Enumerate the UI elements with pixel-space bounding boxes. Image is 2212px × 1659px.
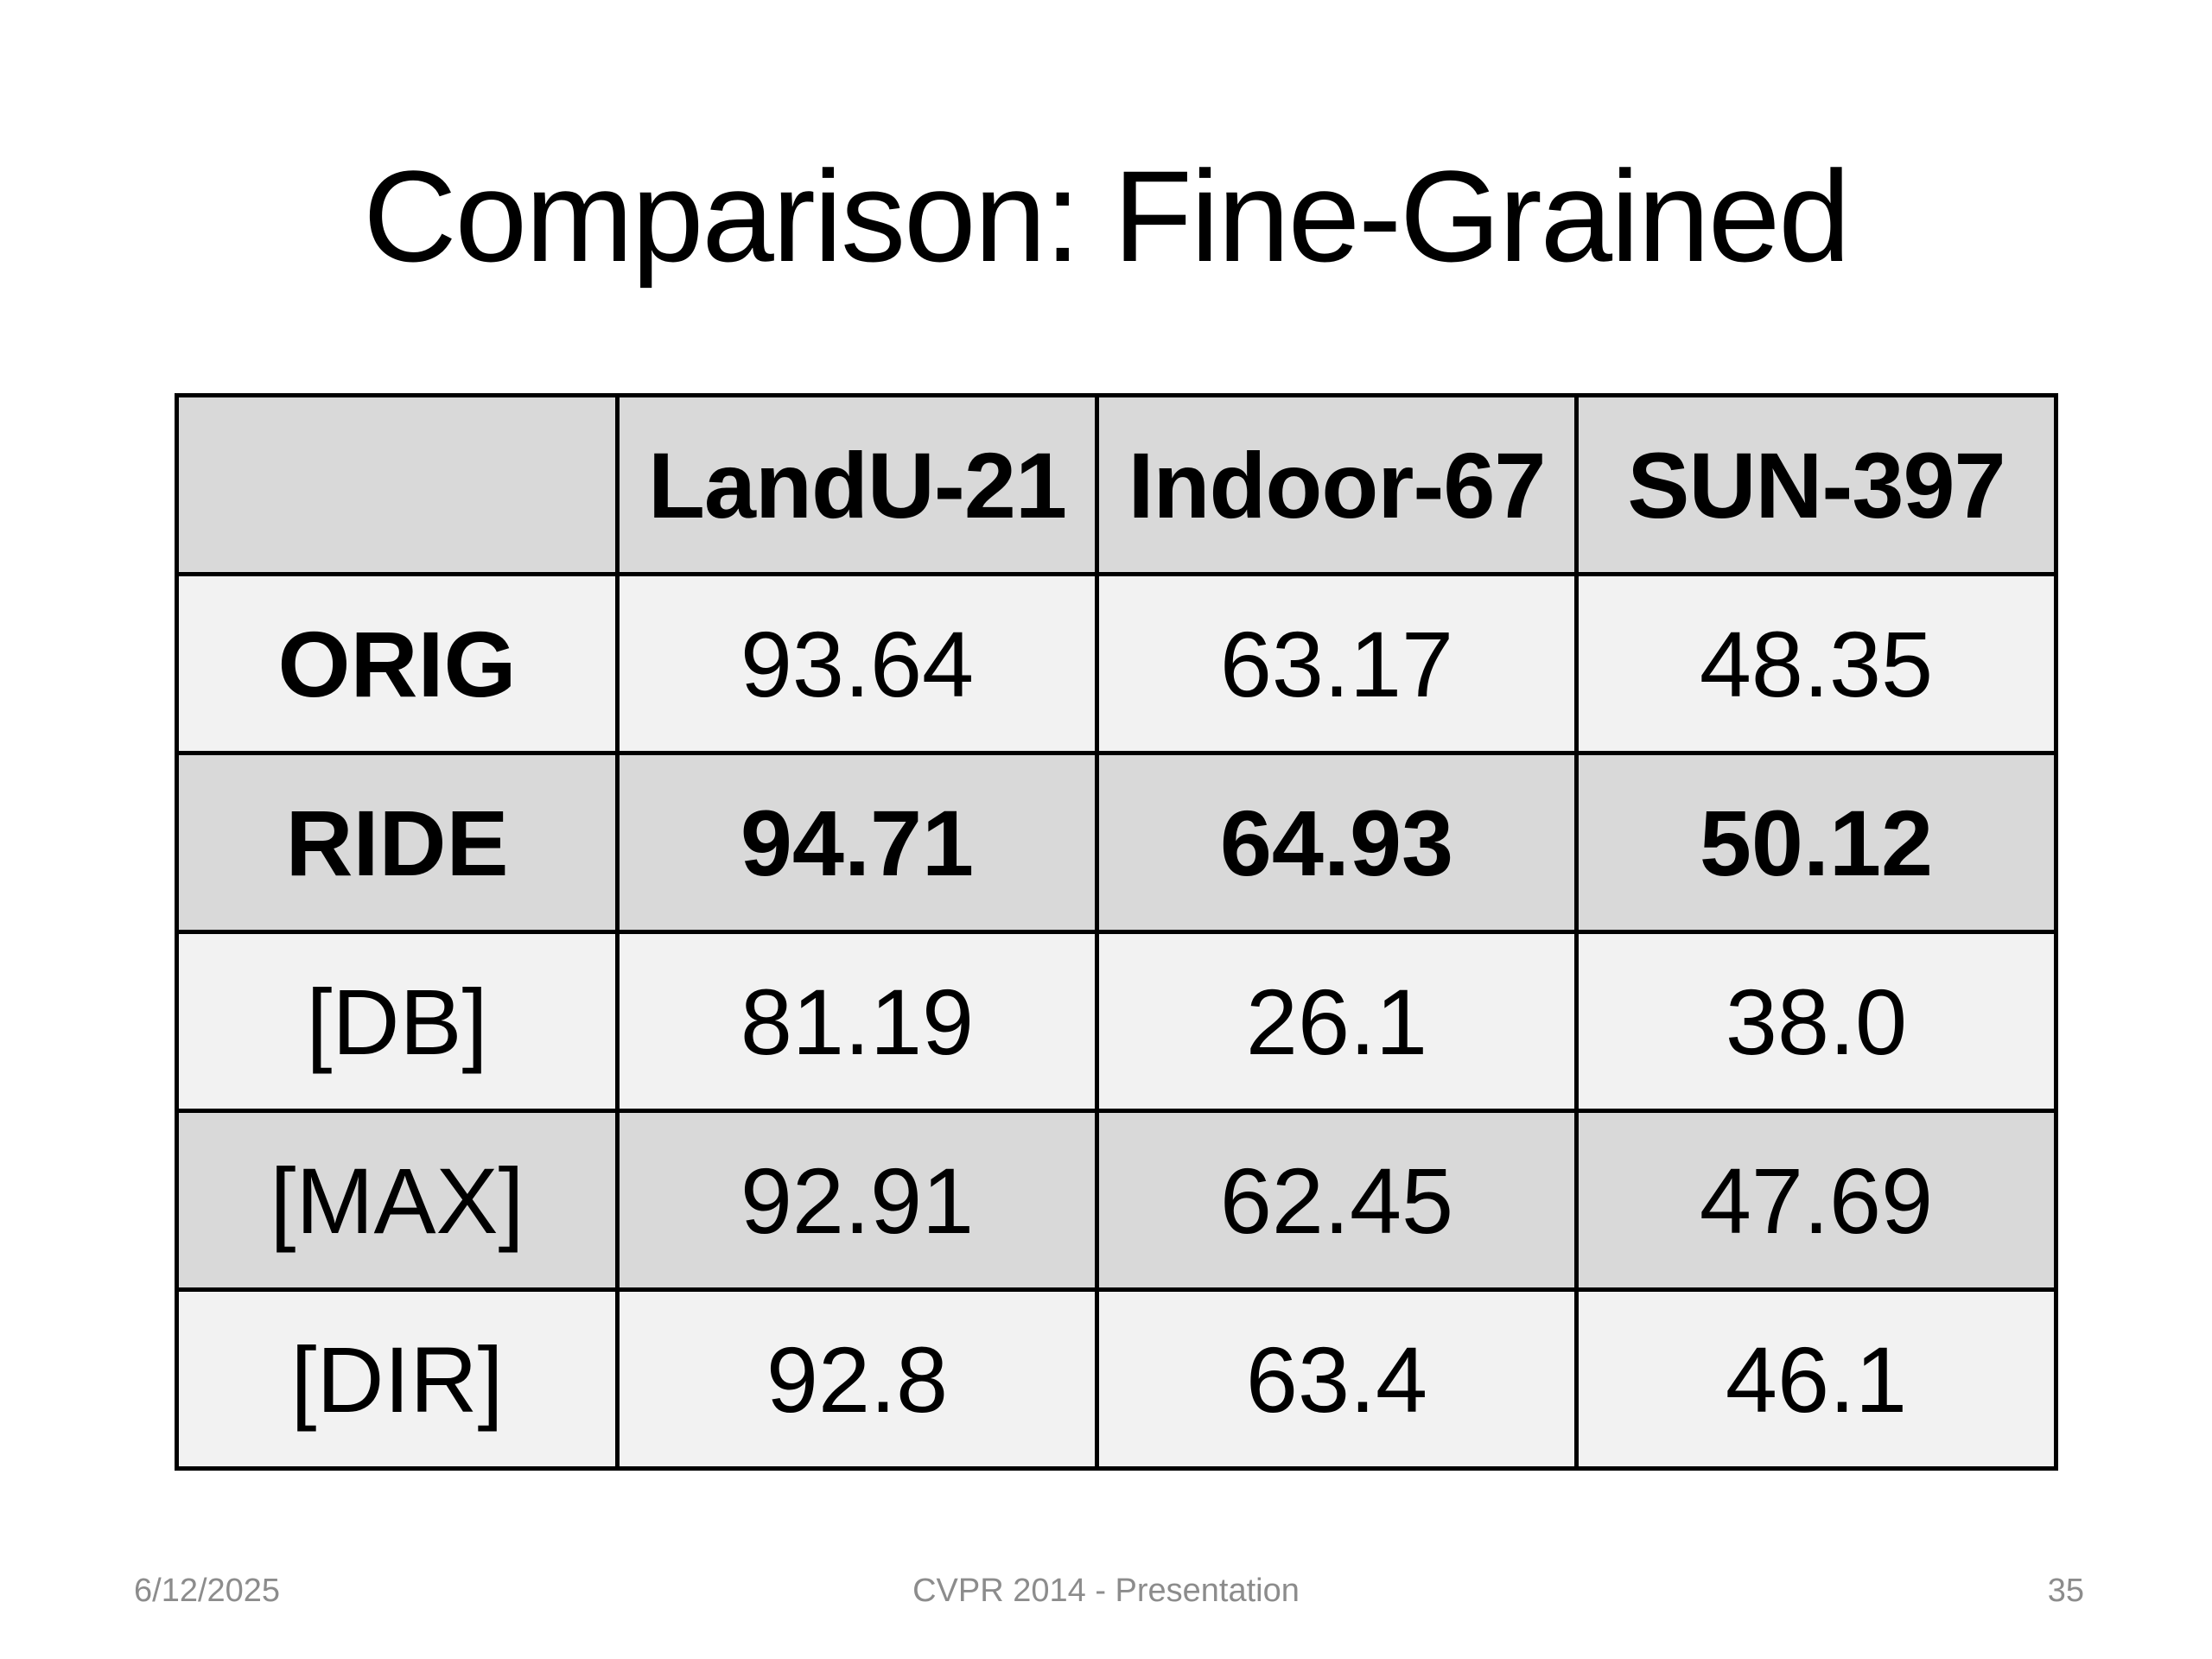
- results-table: LandU-21 Indoor-67 SUN-397 ORIG 93.64 63…: [175, 393, 2058, 1471]
- table-row: [MAX] 92.91 62.45 47.69: [175, 1109, 2058, 1292]
- table-cell: 93.64: [615, 572, 1099, 755]
- table-cell: 26.1: [1095, 930, 1579, 1113]
- table-cell: 63.17: [1095, 572, 1579, 755]
- table-cell: 94.71: [615, 751, 1099, 934]
- table-cell: 50.12: [1574, 751, 2058, 934]
- table-cell: 63.4: [1095, 1287, 1579, 1471]
- table-header-row: LandU-21 Indoor-67 SUN-397: [175, 393, 2058, 576]
- table-cell: 81.19: [615, 930, 1099, 1113]
- slide-title: Comparison: Fine-Grained: [363, 143, 1850, 289]
- row-label: [DIR]: [175, 1287, 620, 1471]
- table-row: ORIG 93.64 63.17 48.35: [175, 572, 2058, 755]
- table-cell: 48.35: [1574, 572, 2058, 755]
- row-label: [DB]: [175, 930, 620, 1113]
- footer-title: CVPR 2014 - Presentation: [912, 1573, 1300, 1609]
- row-label: [MAX]: [175, 1109, 620, 1292]
- table-cell: 46.1: [1574, 1287, 2058, 1471]
- table-cell: 92.91: [615, 1109, 1099, 1292]
- row-label: RIDE: [175, 751, 620, 934]
- table-cell: 64.93: [1095, 751, 1579, 934]
- table-row: RIDE 94.71 64.93 50.12: [175, 751, 2058, 934]
- table-cell: 47.69: [1574, 1109, 2058, 1292]
- column-header: Indoor-67: [1095, 393, 1579, 576]
- footer-date: 6/12/2025: [134, 1573, 281, 1609]
- page-number: 35: [2047, 1573, 2084, 1609]
- table-cell: 92.8: [615, 1287, 1099, 1471]
- column-header: SUN-397: [1574, 393, 2058, 576]
- column-header: LandU-21: [615, 393, 1099, 576]
- row-label: ORIG: [175, 572, 620, 755]
- table-cell: 38.0: [1574, 930, 2058, 1113]
- table-row: [DIR] 92.8 63.4 46.1: [175, 1287, 2058, 1471]
- table-row: [DB] 81.19 26.1 38.0: [175, 930, 2058, 1113]
- table-corner-cell: [175, 393, 620, 576]
- table-cell: 62.45: [1095, 1109, 1579, 1292]
